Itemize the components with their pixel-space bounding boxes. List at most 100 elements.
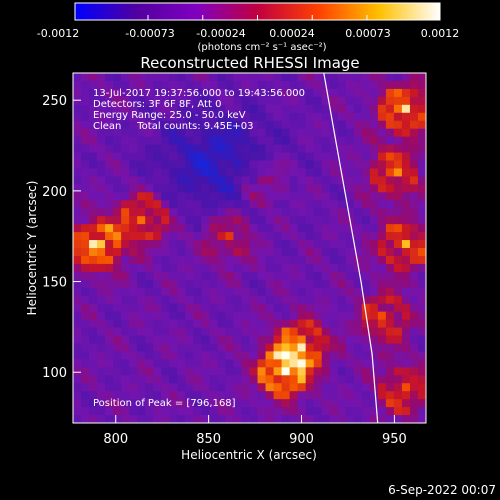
heatmap-cell: [121, 271, 130, 281]
heatmap-cell: [369, 407, 379, 416]
heatmap-cell: [297, 208, 307, 217]
heatmap-cell: [297, 351, 307, 360]
heatmap-cell: [305, 192, 315, 201]
heatmap-cell: [73, 80, 82, 90]
heatmap-cell: [73, 263, 82, 273]
heatmap-cell: [153, 160, 162, 170]
heatmap-cell: [273, 319, 283, 329]
heatmap-cell: [345, 208, 355, 217]
heatmap-cell: [201, 176, 210, 185]
heatmap-cell: [297, 327, 307, 337]
heatmap-cell: [265, 311, 275, 321]
heatmap-cell: [177, 104, 186, 114]
heatmap-cell: [401, 255, 411, 265]
heatmap-cell: [345, 319, 355, 329]
heatmap-cell: [201, 383, 210, 392]
heatmap-cell: [321, 351, 331, 360]
heatmap-cell: [225, 263, 235, 273]
heatmap-cell: [265, 216, 275, 225]
heatmap-cell: [105, 248, 114, 257]
heatmap-cell: [401, 367, 411, 376]
heatmap-cell: [153, 168, 162, 177]
heatmap-cell: [249, 359, 259, 368]
heatmap-cell: [81, 200, 90, 209]
heatmap-cell: [241, 295, 251, 305]
heatmap-cell: [297, 216, 307, 225]
heatmap-cell: [289, 375, 299, 384]
heatmap-cell: [353, 184, 363, 193]
heatmap-cell: [361, 263, 371, 273]
heatmap-cell: [321, 73, 331, 82]
heatmap-cell: [177, 407, 186, 416]
heatmap-cell: [193, 295, 202, 305]
heatmap-cell: [369, 311, 379, 321]
heatmap-cell: [145, 391, 154, 400]
heatmap-cell: [361, 232, 371, 241]
heatmap-cell: [369, 255, 379, 265]
heatmap-cell: [177, 311, 186, 321]
heatmap-cell: [177, 359, 186, 368]
heatmap-cell: [273, 327, 283, 337]
heatmap-cell: [409, 96, 419, 106]
heatmap-cell: [289, 73, 299, 82]
heatmap-cell: [105, 88, 114, 98]
heatmap-cell: [193, 168, 202, 177]
heatmap-cell: [105, 208, 114, 217]
heatmap-cell: [417, 327, 426, 337]
heatmap-cell: [145, 327, 154, 337]
heatmap-cell: [169, 319, 178, 329]
heatmap-cell: [321, 136, 331, 146]
heatmap-cell: [193, 184, 202, 193]
heatmap-cell: [321, 208, 331, 217]
heatmap-cell: [313, 232, 323, 241]
heatmap-cell: [81, 295, 90, 305]
heatmap-cell: [201, 327, 210, 337]
heatmap-cell: [233, 248, 243, 257]
heatmap-cell: [201, 152, 210, 162]
heatmap-cell: [121, 208, 130, 217]
heatmap-cell: [369, 96, 379, 106]
heatmap-cell: [81, 128, 90, 138]
heatmap-cell: [81, 184, 90, 193]
heatmap-cell: [209, 176, 219, 185]
heatmap-cell: [225, 104, 235, 114]
heatmap-cell: [217, 248, 227, 257]
heatmap-cell: [409, 295, 419, 305]
heatmap-cell: [417, 255, 426, 265]
heatmap-cell: [177, 271, 186, 281]
colorbar-tick-label-2: -0.00024: [196, 27, 245, 40]
heatmap-cell: [313, 176, 323, 185]
heatmap-cell: [225, 375, 235, 384]
heatmap-cell: [217, 73, 227, 82]
heatmap-cell: [185, 271, 194, 281]
heatmap-cell: [185, 184, 194, 193]
heatmap-cell: [265, 224, 275, 233]
heatmap-cell: [177, 152, 186, 162]
heatmap-cell: [409, 279, 419, 289]
heatmap-cell: [409, 232, 419, 241]
heatmap-cell: [113, 136, 122, 146]
heatmap-cell: [89, 287, 98, 297]
heatmap-cell: [129, 327, 138, 337]
heatmap-cell: [273, 160, 283, 170]
heatmap-cell: [169, 303, 178, 313]
heatmap-cell: [233, 160, 243, 170]
heatmap-cell: [249, 351, 259, 360]
heatmap-cell: [217, 391, 227, 400]
plot-frame: [72, 72, 427, 424]
heatmap-cell: [169, 407, 178, 416]
heatmap-cell: [153, 232, 162, 241]
heatmap-cell: [241, 80, 251, 90]
colorbar-unit-label: (photons cm⁻² s⁻¹ asec⁻²): [197, 42, 326, 53]
heatmap-cell: [281, 240, 291, 249]
heatmap-cell: [265, 160, 275, 170]
heatmap-cell: [145, 263, 154, 273]
heatmap-cell: [409, 303, 419, 313]
heatmap-cell: [361, 383, 371, 392]
heatmap-cell: [337, 88, 347, 98]
heatmap-cell: [369, 80, 379, 90]
heatmap-cell: [329, 192, 339, 201]
heatmap-cell: [121, 96, 130, 106]
heatmap-cell: [321, 232, 331, 241]
heatmap-cell: [193, 287, 202, 297]
